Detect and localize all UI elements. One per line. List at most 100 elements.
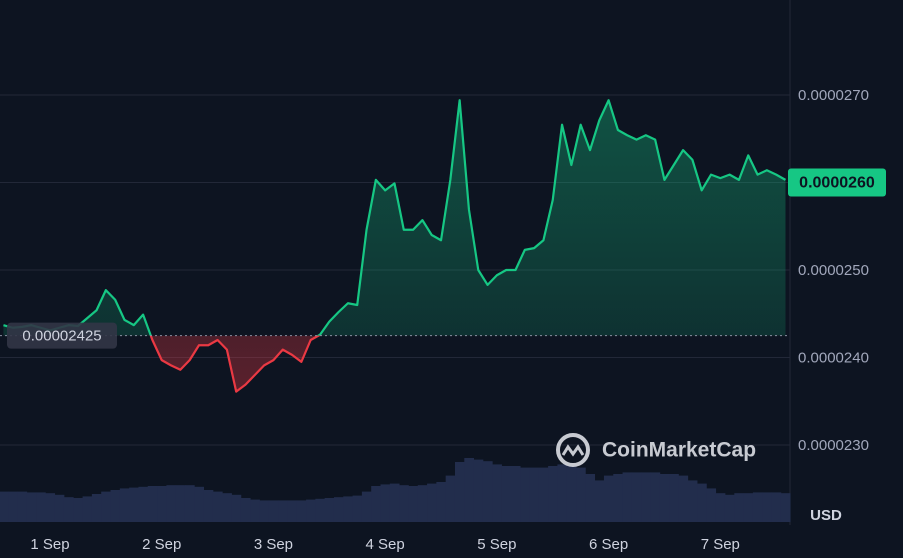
volume-bar xyxy=(324,498,335,522)
volume-bar xyxy=(0,491,9,522)
volume-bar xyxy=(389,483,400,522)
x-tick-label: 3 Sep xyxy=(254,536,293,553)
volume-bar xyxy=(110,490,121,522)
volume-bar xyxy=(17,491,28,522)
watermark: CoinMarketCap xyxy=(556,433,756,467)
volume-bar xyxy=(585,474,596,522)
volume-bar xyxy=(408,486,419,522)
volume-bar xyxy=(576,467,586,522)
volume-bar xyxy=(73,498,83,522)
volume-bar xyxy=(771,492,782,522)
volume-bar xyxy=(706,488,717,522)
volume-bar xyxy=(101,491,111,522)
volume-bar xyxy=(501,466,512,522)
volume-bar xyxy=(306,499,316,522)
volume-bar xyxy=(454,462,465,522)
volume-bar xyxy=(212,491,223,522)
volume-bar xyxy=(268,500,279,522)
volume-bar xyxy=(231,494,242,522)
volume-bar xyxy=(659,474,670,522)
volume-bar xyxy=(54,494,65,522)
volume-bar xyxy=(436,482,447,522)
currency-label: USD xyxy=(810,507,842,524)
volume-bar xyxy=(678,475,689,522)
volume-bar xyxy=(296,500,307,522)
volume-bar xyxy=(91,494,102,522)
volume-bar xyxy=(371,486,381,522)
volume-bar xyxy=(194,486,205,522)
volume-bar xyxy=(82,496,93,522)
volume-bar xyxy=(557,464,568,522)
volume-bar xyxy=(631,472,642,522)
x-tick-label: 6 Sep xyxy=(589,536,628,553)
price-line xyxy=(3,99,787,336)
baseline-label: 0.00002425 xyxy=(22,328,101,345)
volume-bar xyxy=(184,485,195,522)
volume-bar xyxy=(492,464,502,522)
volume-bar xyxy=(278,500,288,522)
volume-bar xyxy=(175,485,186,522)
volume-bar xyxy=(641,472,651,522)
volume-bar xyxy=(129,487,139,522)
volume-bar xyxy=(26,492,37,522)
volume-bar xyxy=(361,491,372,522)
volume-bar xyxy=(762,492,772,522)
volume-bar xyxy=(399,485,409,522)
x-tick-label: 4 Sep xyxy=(366,536,405,553)
volume-bar xyxy=(343,496,353,522)
volume-bar xyxy=(417,485,428,522)
volume-bar xyxy=(63,497,74,522)
y-tick-label: 0.0000270 xyxy=(798,87,869,104)
volume-bar xyxy=(510,466,521,522)
volume-bar xyxy=(259,500,270,522)
volume-bar xyxy=(380,484,391,522)
volume-bar xyxy=(724,494,735,522)
volume-bar xyxy=(147,486,158,522)
volume-bar xyxy=(464,458,475,522)
volume-bar xyxy=(36,492,46,522)
x-tick-label: 5 Sep xyxy=(477,536,516,553)
volume-bar xyxy=(603,475,614,522)
volume-bar xyxy=(752,492,763,522)
volume-bar xyxy=(687,480,698,522)
x-tick-label: 7 Sep xyxy=(701,536,740,553)
volume-bar xyxy=(743,493,754,522)
volume-bar xyxy=(548,466,558,522)
volume-bar xyxy=(482,461,493,522)
volume-bar xyxy=(287,500,298,522)
y-tick-label: 0.0000230 xyxy=(798,437,869,454)
volume-bar xyxy=(669,474,679,522)
baseline-box xyxy=(7,322,117,349)
volume-bar xyxy=(445,475,456,522)
volume-bar xyxy=(203,490,214,522)
volume-bar xyxy=(8,491,18,522)
volume-bar xyxy=(352,495,363,522)
volume-bar xyxy=(157,486,167,522)
volume-bar xyxy=(715,493,726,522)
volume-bar xyxy=(250,499,260,522)
volume-bar xyxy=(594,480,605,522)
current-price-box xyxy=(788,168,886,197)
volume-bar xyxy=(650,472,661,522)
volume-bar xyxy=(315,498,326,522)
volume-bar xyxy=(166,485,177,522)
volume-bar xyxy=(222,493,232,522)
volume-bar xyxy=(240,498,251,522)
volume-bar xyxy=(622,472,633,522)
volume-bar xyxy=(529,467,540,522)
volume-bar xyxy=(538,467,549,522)
volume-bar xyxy=(333,497,344,522)
volume-bar xyxy=(427,483,437,522)
volume-bar xyxy=(520,467,530,522)
volume-bar xyxy=(780,493,791,522)
y-tick-label: 0.0000250 xyxy=(798,262,869,279)
volume-bar xyxy=(45,493,56,522)
volume-bar xyxy=(119,488,130,522)
x-tick-label: 1 Sep xyxy=(30,536,69,553)
volume-bar xyxy=(473,459,484,522)
volume-bar xyxy=(613,474,623,522)
y-tick-label: 0.0000240 xyxy=(798,349,869,366)
watermark-text: CoinMarketCap xyxy=(602,439,756,462)
volume-bar xyxy=(566,466,577,522)
